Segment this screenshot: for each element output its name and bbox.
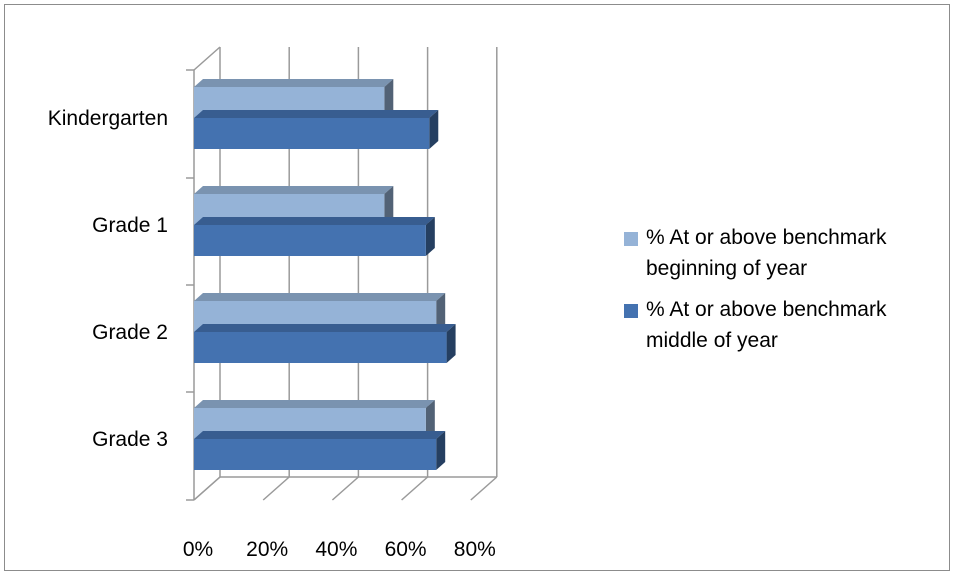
floor-gridline: [470, 476, 498, 501]
x-tick-label: 40%: [315, 538, 357, 561]
bar: [194, 332, 447, 363]
legend-label: % At or above benchmark: [646, 226, 887, 249]
bar-top-face: [194, 217, 435, 225]
floor-gridline: [262, 476, 290, 501]
bar-side-face: [384, 186, 394, 225]
category-label: Grade 1: [92, 214, 168, 237]
category-labels: Kindergarten Grade 1 Grade 2 Grade 3: [48, 107, 168, 451]
wall-top-edge: [193, 46, 221, 71]
bar-top-face: [194, 400, 435, 408]
floor-gridline: [193, 476, 221, 501]
legend-label: beginning of year: [646, 257, 808, 280]
bar-side-face: [384, 79, 394, 118]
bars: [194, 79, 456, 470]
x-tick-labels: 0% 20% 40% 60% 80%: [183, 538, 496, 561]
bar-top-face: [194, 293, 446, 301]
bar-top-face: [194, 324, 456, 332]
bar-side-face: [436, 431, 446, 470]
legend-swatch: [624, 304, 638, 318]
x-tick-label: 0%: [183, 538, 213, 561]
category-label: Kindergarten: [48, 107, 168, 130]
x-tick-label: 60%: [385, 538, 427, 561]
floor-gridline: [401, 476, 429, 501]
legend-label: % At or above benchmark: [646, 298, 887, 321]
bar-side-face: [429, 110, 439, 149]
floor-gridline: [331, 476, 359, 501]
legend-item: % At or above benchmark beginning of year: [624, 222, 944, 284]
bar-side-face: [446, 324, 456, 363]
bar: [194, 225, 426, 256]
x-tick-label: 20%: [246, 538, 288, 561]
bar: [194, 439, 437, 470]
legend-swatch: [624, 232, 638, 246]
category-label: Grade 3: [92, 428, 168, 451]
bar-top-face: [194, 431, 446, 439]
bar-top-face: [194, 186, 394, 194]
legend: % At or above benchmark beginning of year…: [624, 222, 944, 366]
bar: [194, 118, 430, 149]
bar-top-face: [194, 110, 439, 118]
legend-label: middle of year: [646, 329, 778, 352]
bar-side-face: [425, 217, 435, 256]
bar-side-face: [436, 293, 446, 332]
bar-side-face: [425, 400, 435, 439]
category-label: Grade 2: [92, 321, 168, 344]
x-tick-label: 80%: [454, 538, 496, 561]
bar-top-face: [194, 79, 394, 87]
legend-item: % At or above benchmark middle of year: [624, 294, 944, 356]
